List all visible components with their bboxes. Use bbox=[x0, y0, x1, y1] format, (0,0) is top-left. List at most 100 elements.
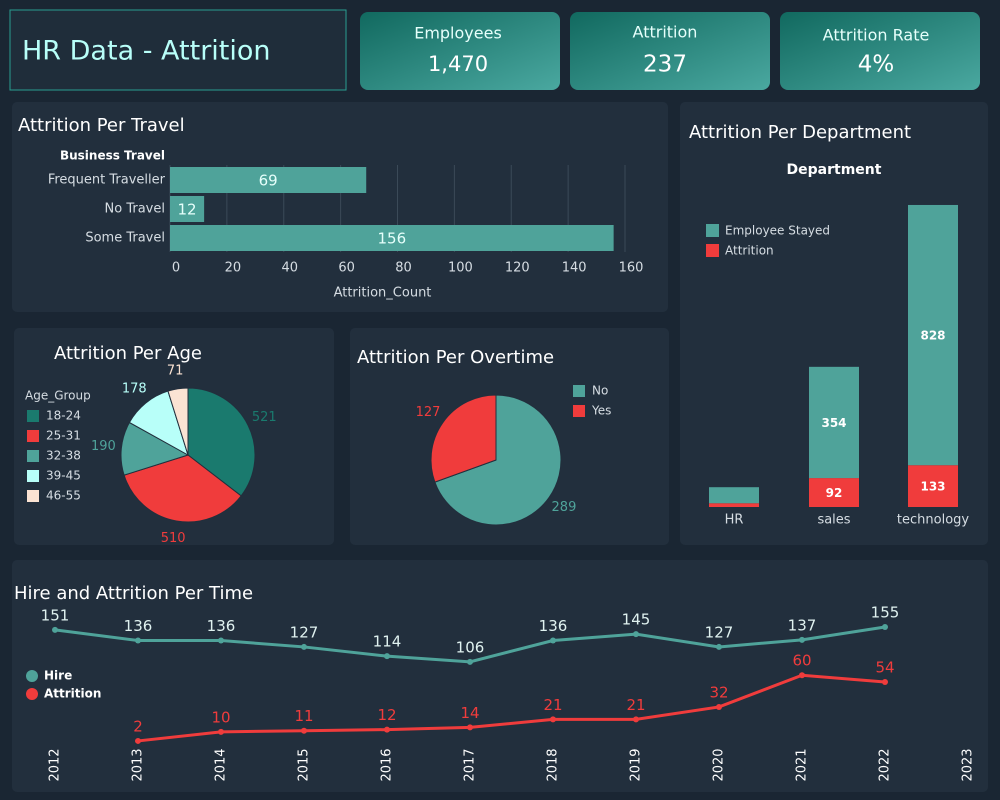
bar bbox=[170, 225, 614, 251]
data-label: 133 bbox=[920, 480, 945, 494]
panel bbox=[12, 560, 988, 792]
bar-segment bbox=[809, 478, 859, 507]
data-label: 14 bbox=[460, 704, 479, 722]
kpi-card bbox=[360, 12, 560, 90]
data-label: 10 bbox=[211, 708, 230, 726]
kpi-label: Employees bbox=[414, 24, 502, 43]
point bbox=[716, 643, 722, 650]
bar bbox=[170, 167, 367, 193]
legend-title: Age_Group bbox=[25, 389, 91, 403]
legend-swatch bbox=[27, 490, 39, 502]
x-tick-label: HR bbox=[725, 513, 744, 528]
pie-slice bbox=[167, 387, 189, 456]
point bbox=[633, 716, 639, 723]
bar bbox=[170, 196, 205, 222]
bar-segment bbox=[908, 465, 958, 507]
data-label: 71 bbox=[167, 363, 184, 378]
x-tick-label: 2018 bbox=[546, 748, 561, 781]
data-label: 136 bbox=[124, 617, 153, 635]
x-tick-label: 2015 bbox=[297, 748, 312, 781]
x-tick-label: technology bbox=[897, 513, 969, 528]
data-label: 12 bbox=[377, 706, 396, 724]
data-label: 155 bbox=[871, 604, 900, 622]
x-tick-label: 100 bbox=[448, 261, 473, 276]
legend-label: 18-24 bbox=[46, 409, 81, 423]
pie-slice bbox=[430, 394, 497, 483]
x-tick-label: 2021 bbox=[795, 748, 810, 781]
legend-label: 32-38 bbox=[46, 449, 81, 463]
legend-swatch bbox=[27, 470, 39, 482]
chart-title: Attrition Per Department bbox=[689, 122, 911, 143]
point bbox=[384, 726, 390, 733]
data-label: 54 bbox=[875, 659, 894, 677]
kpi-card bbox=[570, 12, 770, 90]
x-tick-label: 20 bbox=[225, 261, 242, 276]
x-tick-label: 2022 bbox=[878, 748, 893, 781]
legend-label: No bbox=[592, 384, 608, 398]
x-tick-label: 2020 bbox=[712, 748, 727, 781]
x-tick-label: 80 bbox=[395, 261, 412, 276]
point bbox=[882, 679, 888, 686]
legend-label: 25-31 bbox=[46, 429, 81, 443]
point bbox=[467, 724, 473, 731]
x-tick-label: 2017 bbox=[463, 748, 478, 781]
y-tick-label: Some Travel bbox=[85, 231, 165, 246]
point bbox=[301, 727, 307, 734]
chart-subtitle: Department bbox=[787, 162, 882, 178]
x-tick-label: 2023 bbox=[961, 748, 976, 781]
data-label: 60 bbox=[792, 652, 811, 670]
chart-title: Attrition Per Overtime bbox=[357, 347, 554, 368]
data-label: 11 bbox=[294, 707, 313, 725]
data-label: 828 bbox=[920, 329, 945, 343]
legend-swatch bbox=[27, 430, 39, 442]
data-label: 354 bbox=[821, 416, 846, 430]
data-label: 178 bbox=[122, 382, 147, 397]
kpi-value: 237 bbox=[643, 52, 687, 78]
x-tick-label: 160 bbox=[619, 261, 644, 276]
data-label: 69 bbox=[259, 172, 278, 190]
legend-swatch bbox=[573, 385, 585, 397]
x-tick-label: 2016 bbox=[380, 748, 395, 781]
data-label: 2 bbox=[133, 717, 143, 735]
kpi-value: 1,470 bbox=[428, 52, 488, 76]
data-label: 510 bbox=[161, 531, 186, 546]
x-tick-label: 60 bbox=[338, 261, 355, 276]
pie-slice bbox=[187, 387, 256, 497]
point bbox=[218, 728, 224, 735]
legend-swatch bbox=[27, 450, 39, 462]
data-label: 127 bbox=[705, 623, 734, 641]
point bbox=[467, 658, 473, 665]
bar-segment bbox=[809, 366, 859, 479]
point bbox=[633, 631, 639, 638]
kpi-card bbox=[780, 12, 980, 90]
data-label: 32 bbox=[709, 683, 728, 701]
point bbox=[550, 716, 556, 723]
data-label: 21 bbox=[543, 696, 562, 714]
y-axis-title: Business Travel bbox=[60, 149, 165, 163]
pie-slice bbox=[123, 454, 242, 523]
chart-title: Attrition Per Age bbox=[54, 343, 202, 364]
point bbox=[218, 637, 224, 644]
legend-label: Yes bbox=[591, 404, 611, 418]
kpi-label: Attrition Rate bbox=[823, 26, 930, 45]
point bbox=[799, 672, 805, 679]
data-label: 521 bbox=[252, 410, 277, 425]
series-line bbox=[137, 673, 886, 743]
x-tick-label: 120 bbox=[505, 261, 530, 276]
data-label: 145 bbox=[622, 611, 651, 629]
x-tick-label: 2013 bbox=[131, 748, 146, 781]
data-label: 137 bbox=[788, 616, 817, 634]
x-axis-title: Attrition_Count bbox=[334, 286, 432, 301]
x-tick-label: 140 bbox=[562, 261, 587, 276]
data-label: 114 bbox=[373, 633, 402, 651]
data-label: 92 bbox=[826, 486, 843, 500]
data-label: 12 bbox=[178, 201, 197, 219]
point bbox=[135, 637, 141, 644]
legend-label: Employee Stayed bbox=[725, 224, 830, 238]
bar-segment bbox=[709, 503, 759, 507]
data-label: 106 bbox=[456, 638, 485, 656]
data-label: 289 bbox=[552, 500, 577, 515]
data-label: 151 bbox=[41, 606, 70, 624]
header-title: HR Data - Attrition bbox=[22, 36, 271, 67]
